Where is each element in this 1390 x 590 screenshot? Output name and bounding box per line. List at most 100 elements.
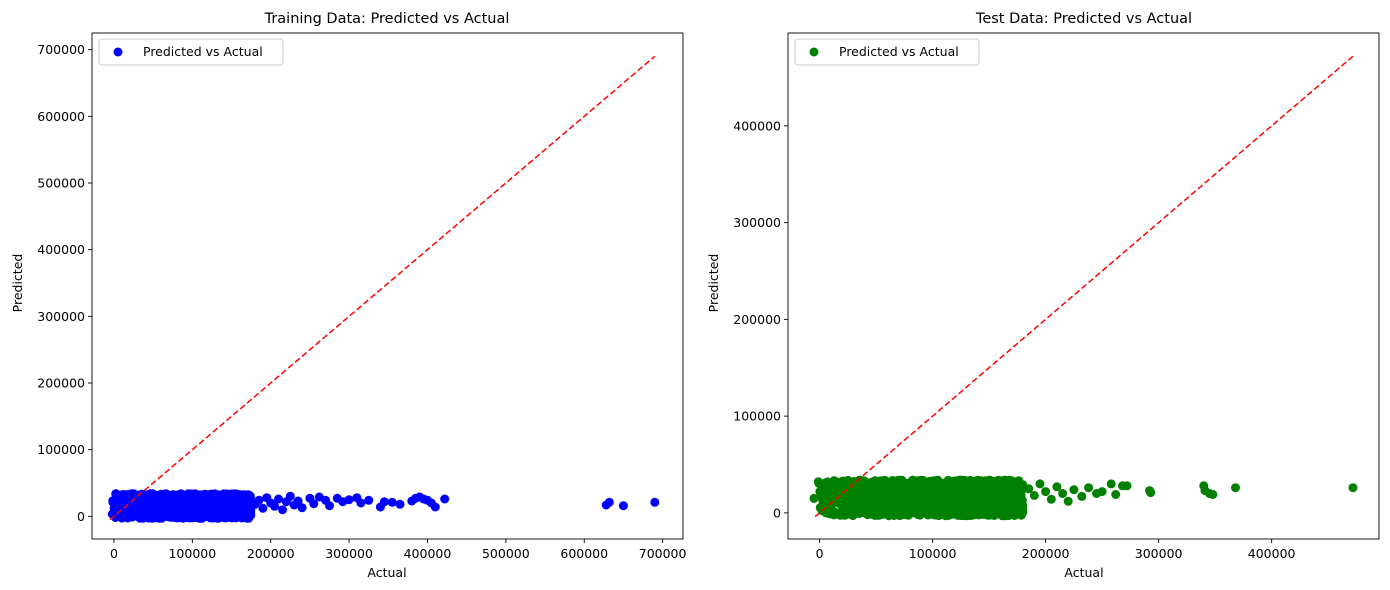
scatter-point xyxy=(938,494,948,503)
scatter-point xyxy=(899,482,909,492)
y-tick-label: 200000 xyxy=(733,312,781,327)
x-tick-label: 100000 xyxy=(168,546,216,561)
scatter-point xyxy=(1024,484,1034,494)
scatter-point xyxy=(618,501,628,511)
y-tick-label: 400000 xyxy=(37,242,85,257)
scatter-point xyxy=(153,510,163,520)
reference-line xyxy=(109,55,656,521)
scatter-point xyxy=(852,506,862,516)
y-tick-label: 0 xyxy=(773,505,781,520)
training-chart: Training Data: Predicted vs Actual 0 1000… xyxy=(10,11,687,580)
scatter-point xyxy=(1041,487,1051,497)
y-tick-label: 700000 xyxy=(37,42,85,57)
scatter-point xyxy=(1046,494,1056,504)
legend-label: Predicted vs Actual xyxy=(839,44,959,59)
scatter-point xyxy=(809,493,819,503)
scatter-point xyxy=(1077,491,1087,501)
x-tick-label: 300000 xyxy=(1135,546,1183,561)
scatter-point xyxy=(190,491,200,501)
scatter-point xyxy=(395,499,405,509)
chart-title: Training Data: Predicted vs Actual xyxy=(264,11,510,27)
scatter-point xyxy=(216,510,226,520)
scatter-point xyxy=(1002,499,1012,509)
scatter-point xyxy=(923,501,933,511)
scatter-point xyxy=(187,511,197,521)
y-tick-label: 0 xyxy=(77,509,85,524)
scatter-point xyxy=(182,491,192,501)
scatter-point xyxy=(274,494,283,504)
scatter-point xyxy=(918,483,927,493)
scatter-point xyxy=(230,497,240,507)
scatter-point xyxy=(1208,490,1218,499)
scatter-point xyxy=(981,494,991,504)
scatter-point xyxy=(909,484,919,494)
scatter-point xyxy=(430,502,440,512)
x-tick-label: 0 xyxy=(110,546,118,561)
scatter-point xyxy=(861,487,871,497)
scatter-point xyxy=(167,499,177,509)
scatter-point xyxy=(972,498,981,508)
y-axis-label: Predicted xyxy=(706,254,721,313)
plot-layer xyxy=(809,55,1358,521)
x-axis-label: Actual xyxy=(1064,565,1103,580)
y-tick-label: 600000 xyxy=(37,109,85,124)
y-tick-label: 500000 xyxy=(37,176,85,191)
x-tick-label: 100000 xyxy=(909,546,957,561)
axes-frame xyxy=(91,32,684,540)
scatter-point xyxy=(184,501,194,511)
scatter-point xyxy=(254,495,264,505)
scatter-point xyxy=(144,500,154,510)
legend-label: Predicted vs Actual xyxy=(143,44,263,59)
x-tick-label: 300000 xyxy=(325,546,373,561)
x-tick-label: 0 xyxy=(816,546,824,561)
scatter-point xyxy=(897,508,907,518)
ticks-layer: 0 100000 200000 300000 400000 500000 600000 700… xyxy=(37,42,686,561)
scatter-point xyxy=(387,497,397,507)
scatter-point xyxy=(948,483,958,493)
scatter-point xyxy=(820,492,830,501)
scatter-point xyxy=(109,510,119,520)
scatter-point xyxy=(325,501,334,511)
scatter-point xyxy=(309,499,319,509)
scatter-point xyxy=(258,503,268,513)
scatter-point xyxy=(1097,487,1107,497)
chart-title: Test Data: Predicted vs Actual xyxy=(975,11,1192,27)
scatter-point xyxy=(364,495,374,505)
scatter-point xyxy=(237,505,247,515)
scatter-point xyxy=(819,484,829,494)
scatter-point xyxy=(992,500,1002,510)
scatter-point xyxy=(866,509,876,519)
scatter-point xyxy=(604,497,614,507)
scatter-point xyxy=(930,505,940,515)
scatter-point xyxy=(110,497,120,507)
legend: Predicted vs Actual xyxy=(98,38,284,66)
scatter-point xyxy=(1052,482,1062,492)
scatter-point xyxy=(293,496,303,506)
scatter-point xyxy=(1016,491,1026,501)
scatter-point xyxy=(1146,488,1156,498)
scatter-point xyxy=(142,511,152,521)
scatter-point xyxy=(164,510,173,520)
legend-marker xyxy=(113,47,123,57)
scatter-point xyxy=(379,497,389,507)
scatter-point xyxy=(202,511,212,521)
scatter-point xyxy=(833,495,842,505)
x-tick-label: 500000 xyxy=(482,546,530,561)
scatter-point xyxy=(883,478,893,488)
scatter-point xyxy=(852,499,862,508)
scatter-point xyxy=(440,494,450,504)
scatter-point xyxy=(1084,483,1094,493)
scatter-point xyxy=(126,504,136,514)
scatter-point xyxy=(870,497,880,507)
scatter-point xyxy=(998,506,1008,515)
ticks-layer: 0 100000 200000 300000 400000 0 100000 200000 30… xyxy=(733,118,1295,561)
scatter-point xyxy=(1231,483,1240,493)
x-tick-label: 200000 xyxy=(1022,546,1070,561)
reference-line xyxy=(814,55,1354,518)
scatter-point xyxy=(950,498,960,508)
scatter-point xyxy=(152,499,162,509)
y-tick-label: 400000 xyxy=(733,118,781,133)
scatter-point xyxy=(297,503,307,513)
scatter-point xyxy=(945,508,955,518)
